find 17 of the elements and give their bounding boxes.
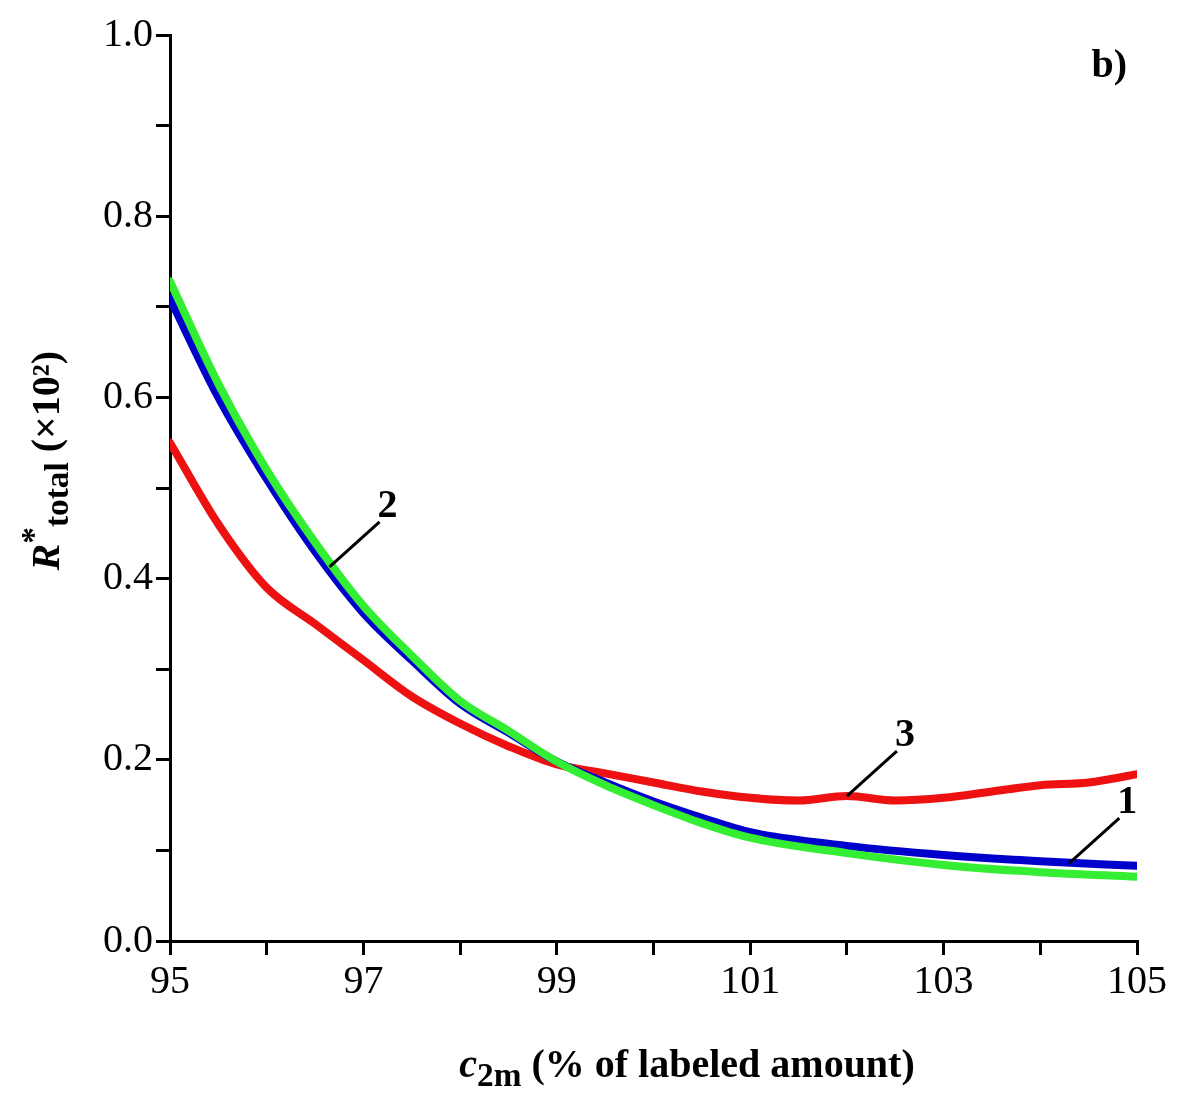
y-tick-label: 0.6 <box>103 371 153 417</box>
annotation: b) <box>1091 40 1127 87</box>
annotation: 3 <box>894 710 915 756</box>
x-tick-label: 103 <box>913 956 974 1002</box>
x-tick-label: 99 <box>536 956 577 1002</box>
y-tick-label: 0.2 <box>103 734 153 780</box>
y-tick-label: 0.4 <box>103 553 153 599</box>
annotation: 2 <box>377 481 398 527</box>
x-tick-label: 95 <box>150 956 190 1002</box>
x-tick-label: 105 <box>1107 956 1167 1002</box>
y-tick-label: 0.0 <box>103 915 153 961</box>
y-tick-label: 1.0 <box>103 9 153 55</box>
x-axis-title: c$_{2m}$ (% of labeled amount) <box>458 1040 916 1094</box>
y-tick-label: 0.8 <box>103 190 153 236</box>
x-tick-label: 101 <box>720 956 781 1002</box>
annotation: 1 <box>1117 777 1138 823</box>
x-tick-label: 97 <box>343 956 384 1002</box>
